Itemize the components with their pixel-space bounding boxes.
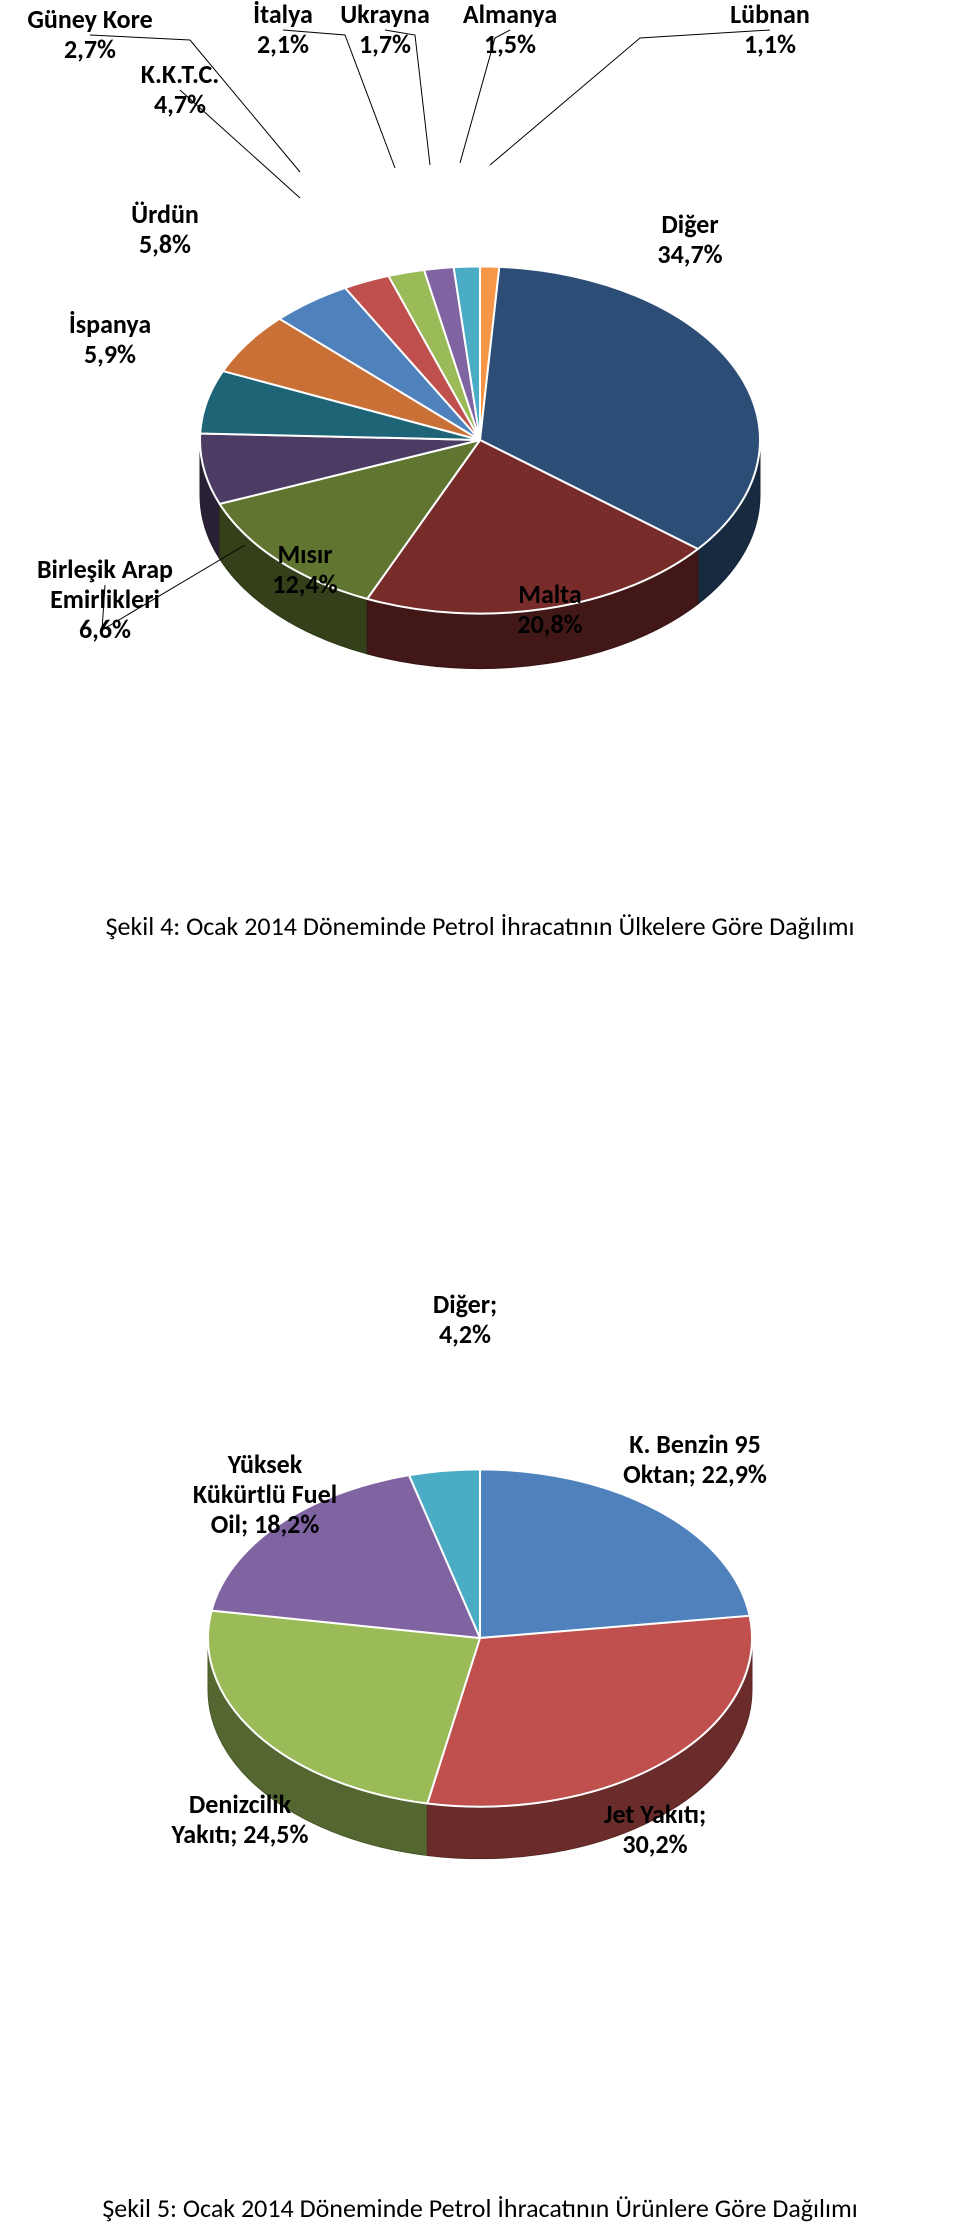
chart1-caption: Şekil 4: Ocak 2014 Döneminde Petrol İhra… [0, 910, 960, 942]
pie-label-ispanya: İspanya 5,9% [40, 310, 180, 370]
pie-label-diger: Diğer 34,7% [620, 210, 760, 270]
chart2-pie [0, 1002, 960, 2182]
pie-label-kktc: K.K.T.C. 4,7% [110, 60, 250, 120]
pie-label-benzin95: K. Benzin 95 Oktan; 22,9% [585, 1430, 805, 1490]
chart1-container: Güney Kore 2,7%K.K.T.C. 4,7%İtalya 2,1%U… [0, 0, 960, 900]
pie-label-malta: Malta 20,8% [480, 580, 620, 640]
pie-label-almanya: Almanya 1,5% [440, 0, 580, 60]
pie-label-denizcilik: Denizcilik Yakıtı; 24,5% [130, 1790, 350, 1850]
chart1-pie [0, 0, 960, 900]
pie-label-diger2: Diğer; 4,2% [395, 1290, 535, 1350]
pie-label-misir: Mısır 12,4% [240, 540, 370, 600]
pie-label-ürdün: Ürdün 5,8% [100, 200, 230, 260]
pie-label-bae: Birleşik Arap Emirlikleri 6,6% [0, 555, 215, 645]
pie-label-ukrayna: Ukrayna 1,7% [320, 0, 450, 60]
page: Güney Kore 2,7%K.K.T.C. 4,7%İtalya 2,1%U… [0, 0, 960, 2224]
chart2-caption: Şekil 5: Ocak 2014 Döneminde Petrol İhra… [0, 2192, 960, 2224]
pie-label-jet: Jet Yakıtı; 30,2% [555, 1800, 755, 1860]
pie-label-güney-kore: Güney Kore 2,7% [0, 5, 180, 65]
pie-label-lübnan: Lübnan 1,1% [700, 0, 840, 60]
pie-label-fueloil: Yüksek Kükürtlü Fuel Oil; 18,2% [150, 1450, 380, 1540]
chart2-container: Diğer; 4,2% K. Benzin 95 Oktan; 22,9% Yüks… [0, 1002, 960, 2182]
